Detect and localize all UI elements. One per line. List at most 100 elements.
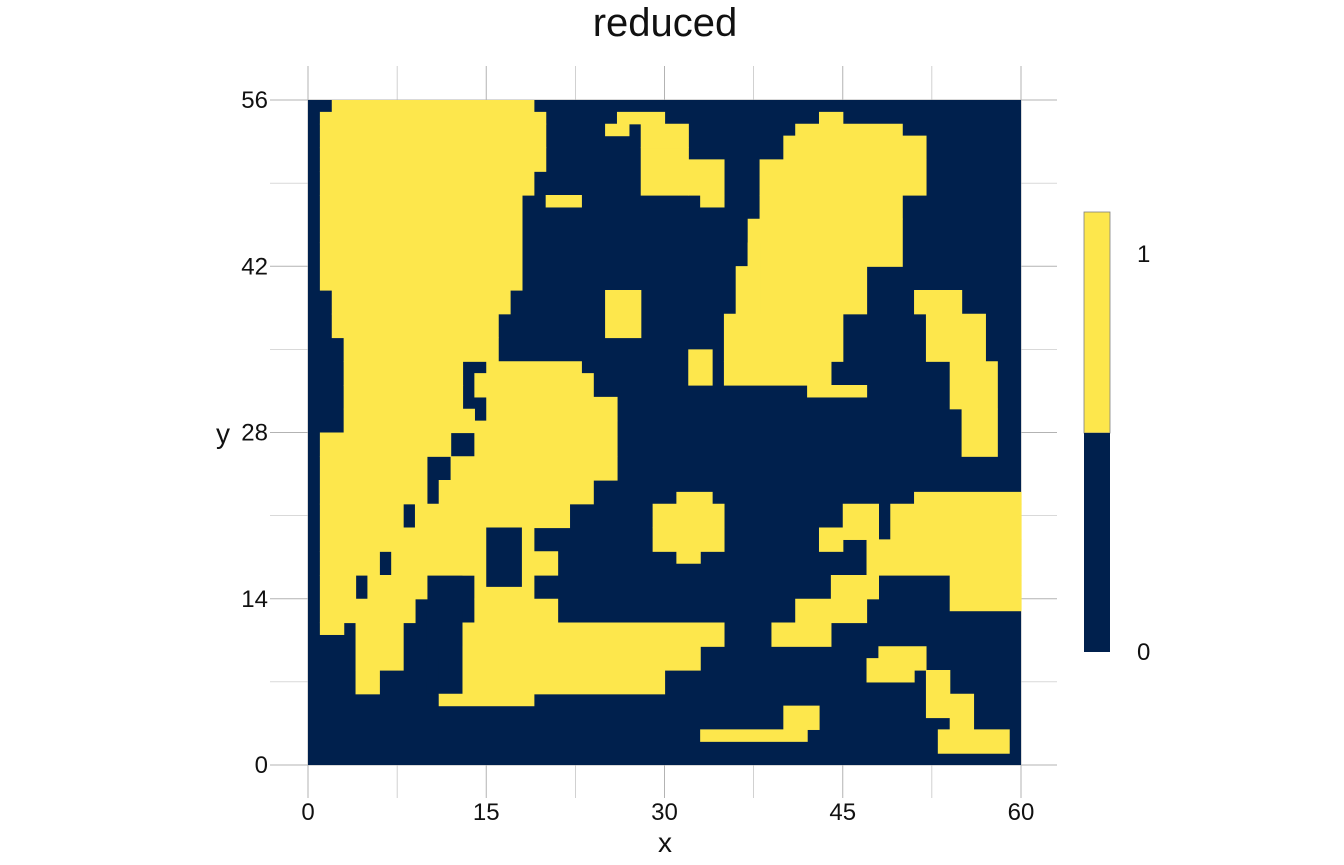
- heatmap-cell-block: [319, 171, 535, 196]
- heatmap-cell-block: [319, 242, 523, 291]
- x-tick-label: 60: [1008, 799, 1035, 826]
- heatmap-cell-block: [450, 646, 701, 671]
- heatmap-cell-block: [735, 266, 761, 315]
- heatmap-cell-block: [319, 123, 547, 149]
- y-tick-label: 14: [241, 586, 268, 613]
- y-axis-title: y: [216, 418, 230, 449]
- x-axis-title: x: [658, 827, 672, 858]
- heatmap-region-4: [545, 111, 1010, 754]
- heatmap-cell-block: [723, 361, 832, 386]
- heatmap-cell-block: [676, 491, 713, 505]
- heatmap-region-1: [355, 361, 725, 707]
- heatmap-cell-block: [818, 111, 844, 125]
- heatmap-cell-block: [331, 290, 511, 315]
- heatmap-cell-block: [319, 147, 547, 172]
- heatmap-cell-block: [759, 159, 927, 196]
- heatmap-cell-block: [438, 693, 535, 707]
- heatmap-cell-block: [688, 159, 725, 196]
- heatmap-cell-block: [795, 598, 868, 624]
- y-tick-label: 42: [241, 253, 268, 280]
- heatmap-region-3: [771, 491, 1022, 647]
- heatmap-cell-block: [474, 598, 559, 624]
- heatmap-cell-block: [640, 147, 689, 196]
- heatmap-cell-block: [367, 575, 428, 600]
- heatmap-cell-block: [807, 385, 868, 398]
- heatmap-cell-block: [700, 729, 808, 742]
- x-tick-label: 30: [651, 799, 678, 826]
- heatmap-cell-block: [474, 420, 618, 457]
- heatmap-cell-block: [890, 503, 1022, 540]
- heatmap-cell-block: [331, 100, 535, 113]
- heatmap-hole-block: [486, 527, 522, 587]
- heatmap-cell-block: [949, 575, 1022, 612]
- heatmap-cell-block: [783, 705, 820, 730]
- heatmap-cell-block: [474, 373, 594, 398]
- heatmap-cell-block: [343, 337, 499, 362]
- heatmap-cell-block: [343, 385, 464, 410]
- heatmap-cell-block: [319, 432, 452, 457]
- heatmap-cell-block: [414, 503, 571, 529]
- heatmap-cell-block: [319, 503, 404, 552]
- heatmap-cell-block: [319, 551, 380, 576]
- heatmap-cell-block: [747, 242, 761, 267]
- heatmap-cell-block: [343, 361, 464, 386]
- heatmap-cell-block: [747, 218, 903, 267]
- heatmap-cell-block: [925, 670, 951, 719]
- legend-swatch-1: [1083, 211, 1111, 434]
- legend-label-1: 1: [1137, 241, 1150, 268]
- y-tick-label: 0: [255, 752, 268, 779]
- heatmap-cell-block: [949, 693, 975, 730]
- heatmap-region-0: [319, 100, 547, 635]
- x-tick-label: 45: [829, 799, 856, 826]
- legend-label-0: 0: [1137, 639, 1150, 666]
- heatmap-cell-block: [319, 575, 357, 624]
- heatmap-cell-block: [450, 456, 618, 481]
- heatmap-cell-block: [949, 361, 998, 410]
- heatmap-cell-block: [319, 622, 345, 635]
- heatmap-cell-block: [759, 195, 903, 220]
- heatmap-cell-block: [676, 551, 701, 564]
- heatmap-cell-block: [795, 123, 903, 137]
- heatmap-cell-block: [723, 313, 844, 362]
- heatmap-cell-block: [937, 729, 1010, 754]
- heatmap-cell-block: [914, 290, 963, 315]
- heatmap-cell-block: [438, 480, 594, 505]
- heatmap-cell-block: [319, 111, 547, 125]
- heatmap-cell-block: [616, 111, 666, 125]
- heatmap-cell-block: [486, 396, 618, 422]
- heatmap-cell-block: [866, 539, 1022, 576]
- heatmap-cell-block: [355, 598, 416, 624]
- heatmap-cell-block: [783, 135, 927, 160]
- heatmap-cell-block: [331, 313, 499, 339]
- heatmap-cell-block: [771, 622, 832, 647]
- legend: 10: [1083, 211, 1150, 666]
- heatmap-cell-block: [486, 361, 582, 374]
- heatmap-cell-block: [319, 456, 428, 505]
- heatmap-cell-block: [319, 195, 523, 244]
- heatmap-cell-block: [640, 123, 689, 149]
- chart-title: reduced: [593, 1, 738, 45]
- axes: 0 15 30 45 60 0 14 28 42 56: [241, 87, 1034, 826]
- x-tick-label: 0: [301, 799, 314, 826]
- heatmap-cell-block: [652, 503, 725, 529]
- heatmap-cell-block: [842, 503, 879, 540]
- heatmap-cell-block: [355, 670, 380, 695]
- heatmap-cell-block: [605, 290, 642, 339]
- heatmap-cell-block: [866, 658, 915, 683]
- heatmap-cell-block: [652, 527, 725, 552]
- heatmap-cell-block: [830, 575, 879, 600]
- y-tick-label: 28: [241, 420, 268, 447]
- legend-swatch-0: [1084, 433, 1110, 652]
- heatmap-cell-block: [605, 123, 630, 137]
- heatmap-cell-block: [438, 670, 666, 695]
- heatmap-cell-block: [818, 527, 844, 552]
- heatmap-hole-block: [414, 658, 439, 682]
- heatmap-cell-block: [462, 622, 725, 647]
- heatmap-cell-block: [355, 622, 404, 671]
- heatmap-region-2: [723, 111, 998, 457]
- x-tick-label: 15: [473, 799, 500, 826]
- heatmap-cell-block: [961, 408, 998, 457]
- heatmap-cells: [308, 100, 1022, 765]
- heatmap-cell-block: [914, 491, 1022, 505]
